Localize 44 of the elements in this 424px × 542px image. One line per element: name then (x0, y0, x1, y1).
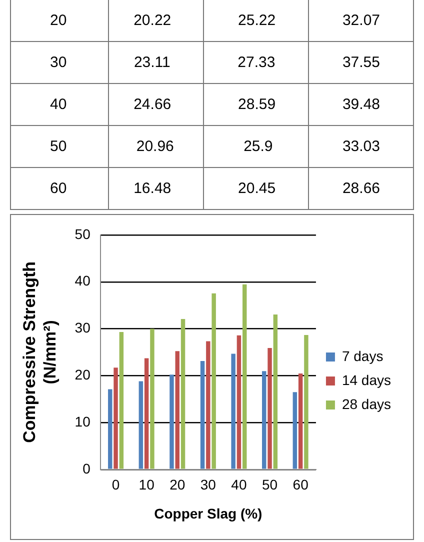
text: 50 20.96 25.9 33.03 (50, 137, 380, 157)
y-tick-label: 10 (74, 413, 91, 430)
bar (212, 293, 216, 469)
bar (180, 319, 186, 469)
bar (108, 389, 112, 469)
legend-label: 7 days (342, 348, 384, 364)
x-tick-label: 50 (262, 476, 278, 493)
bar (304, 335, 308, 469)
x-tick-label: 0 (112, 476, 120, 493)
bar (298, 374, 303, 469)
bar (114, 368, 118, 469)
text: 60 16.48 20.45 28.66 (50, 179, 380, 199)
bar (292, 392, 298, 469)
bar (231, 354, 236, 469)
y-tick-label: 0 (82, 460, 91, 476)
bar (170, 374, 174, 469)
y-tick-label: 50 (74, 226, 91, 242)
x-axis-title: Copper Slag (%) (154, 505, 262, 522)
bar (200, 361, 205, 469)
bar (150, 328, 154, 469)
x-tick-label: 10 (138, 476, 155, 493)
bar (206, 341, 210, 469)
x-tick-label: 30 (200, 476, 216, 493)
x-tick-label: 60 (292, 476, 309, 493)
bar (144, 358, 149, 469)
y-tick-label: 20 (74, 366, 91, 382)
legend-label: 14 days (342, 372, 392, 388)
bar (175, 351, 180, 469)
y-tick-label: 30 (74, 320, 91, 336)
x-tick-label: 40 (231, 476, 247, 493)
y-axis-title: Compressive Strength (N/mm²) (20, 262, 60, 443)
y-tick-label: 40 (74, 272, 91, 289)
text: 40 24.66 28.59 39.48 (50, 95, 380, 115)
bar (268, 348, 272, 469)
bar (119, 332, 124, 469)
x-tick-label: 20 (170, 476, 186, 493)
bar (262, 371, 266, 469)
text: 20 20.22 25.22 32.07 (50, 11, 380, 31)
bar (236, 335, 242, 469)
text: 30 23.11 27.33 37.55 (50, 53, 380, 73)
bar (273, 314, 278, 469)
bar (138, 381, 144, 469)
legend-label: 28 days (342, 396, 392, 412)
bar (242, 284, 247, 469)
